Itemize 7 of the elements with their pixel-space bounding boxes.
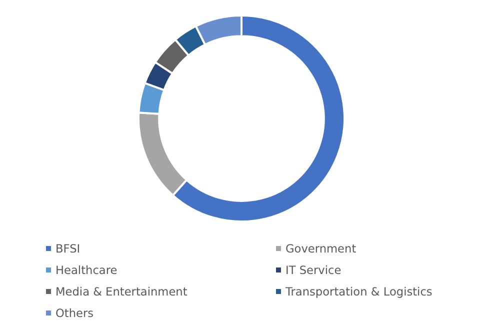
legend-label: BFSI [56,242,80,256]
legend-label: IT Service [286,263,342,277]
legend-label: Government [286,242,357,256]
legend-label: Media & Entertainment [56,284,188,298]
legend-label: Healthcare [56,263,118,277]
legend-label: Others [56,306,94,320]
legend-label: Transportation & Logistics [284,284,432,298]
